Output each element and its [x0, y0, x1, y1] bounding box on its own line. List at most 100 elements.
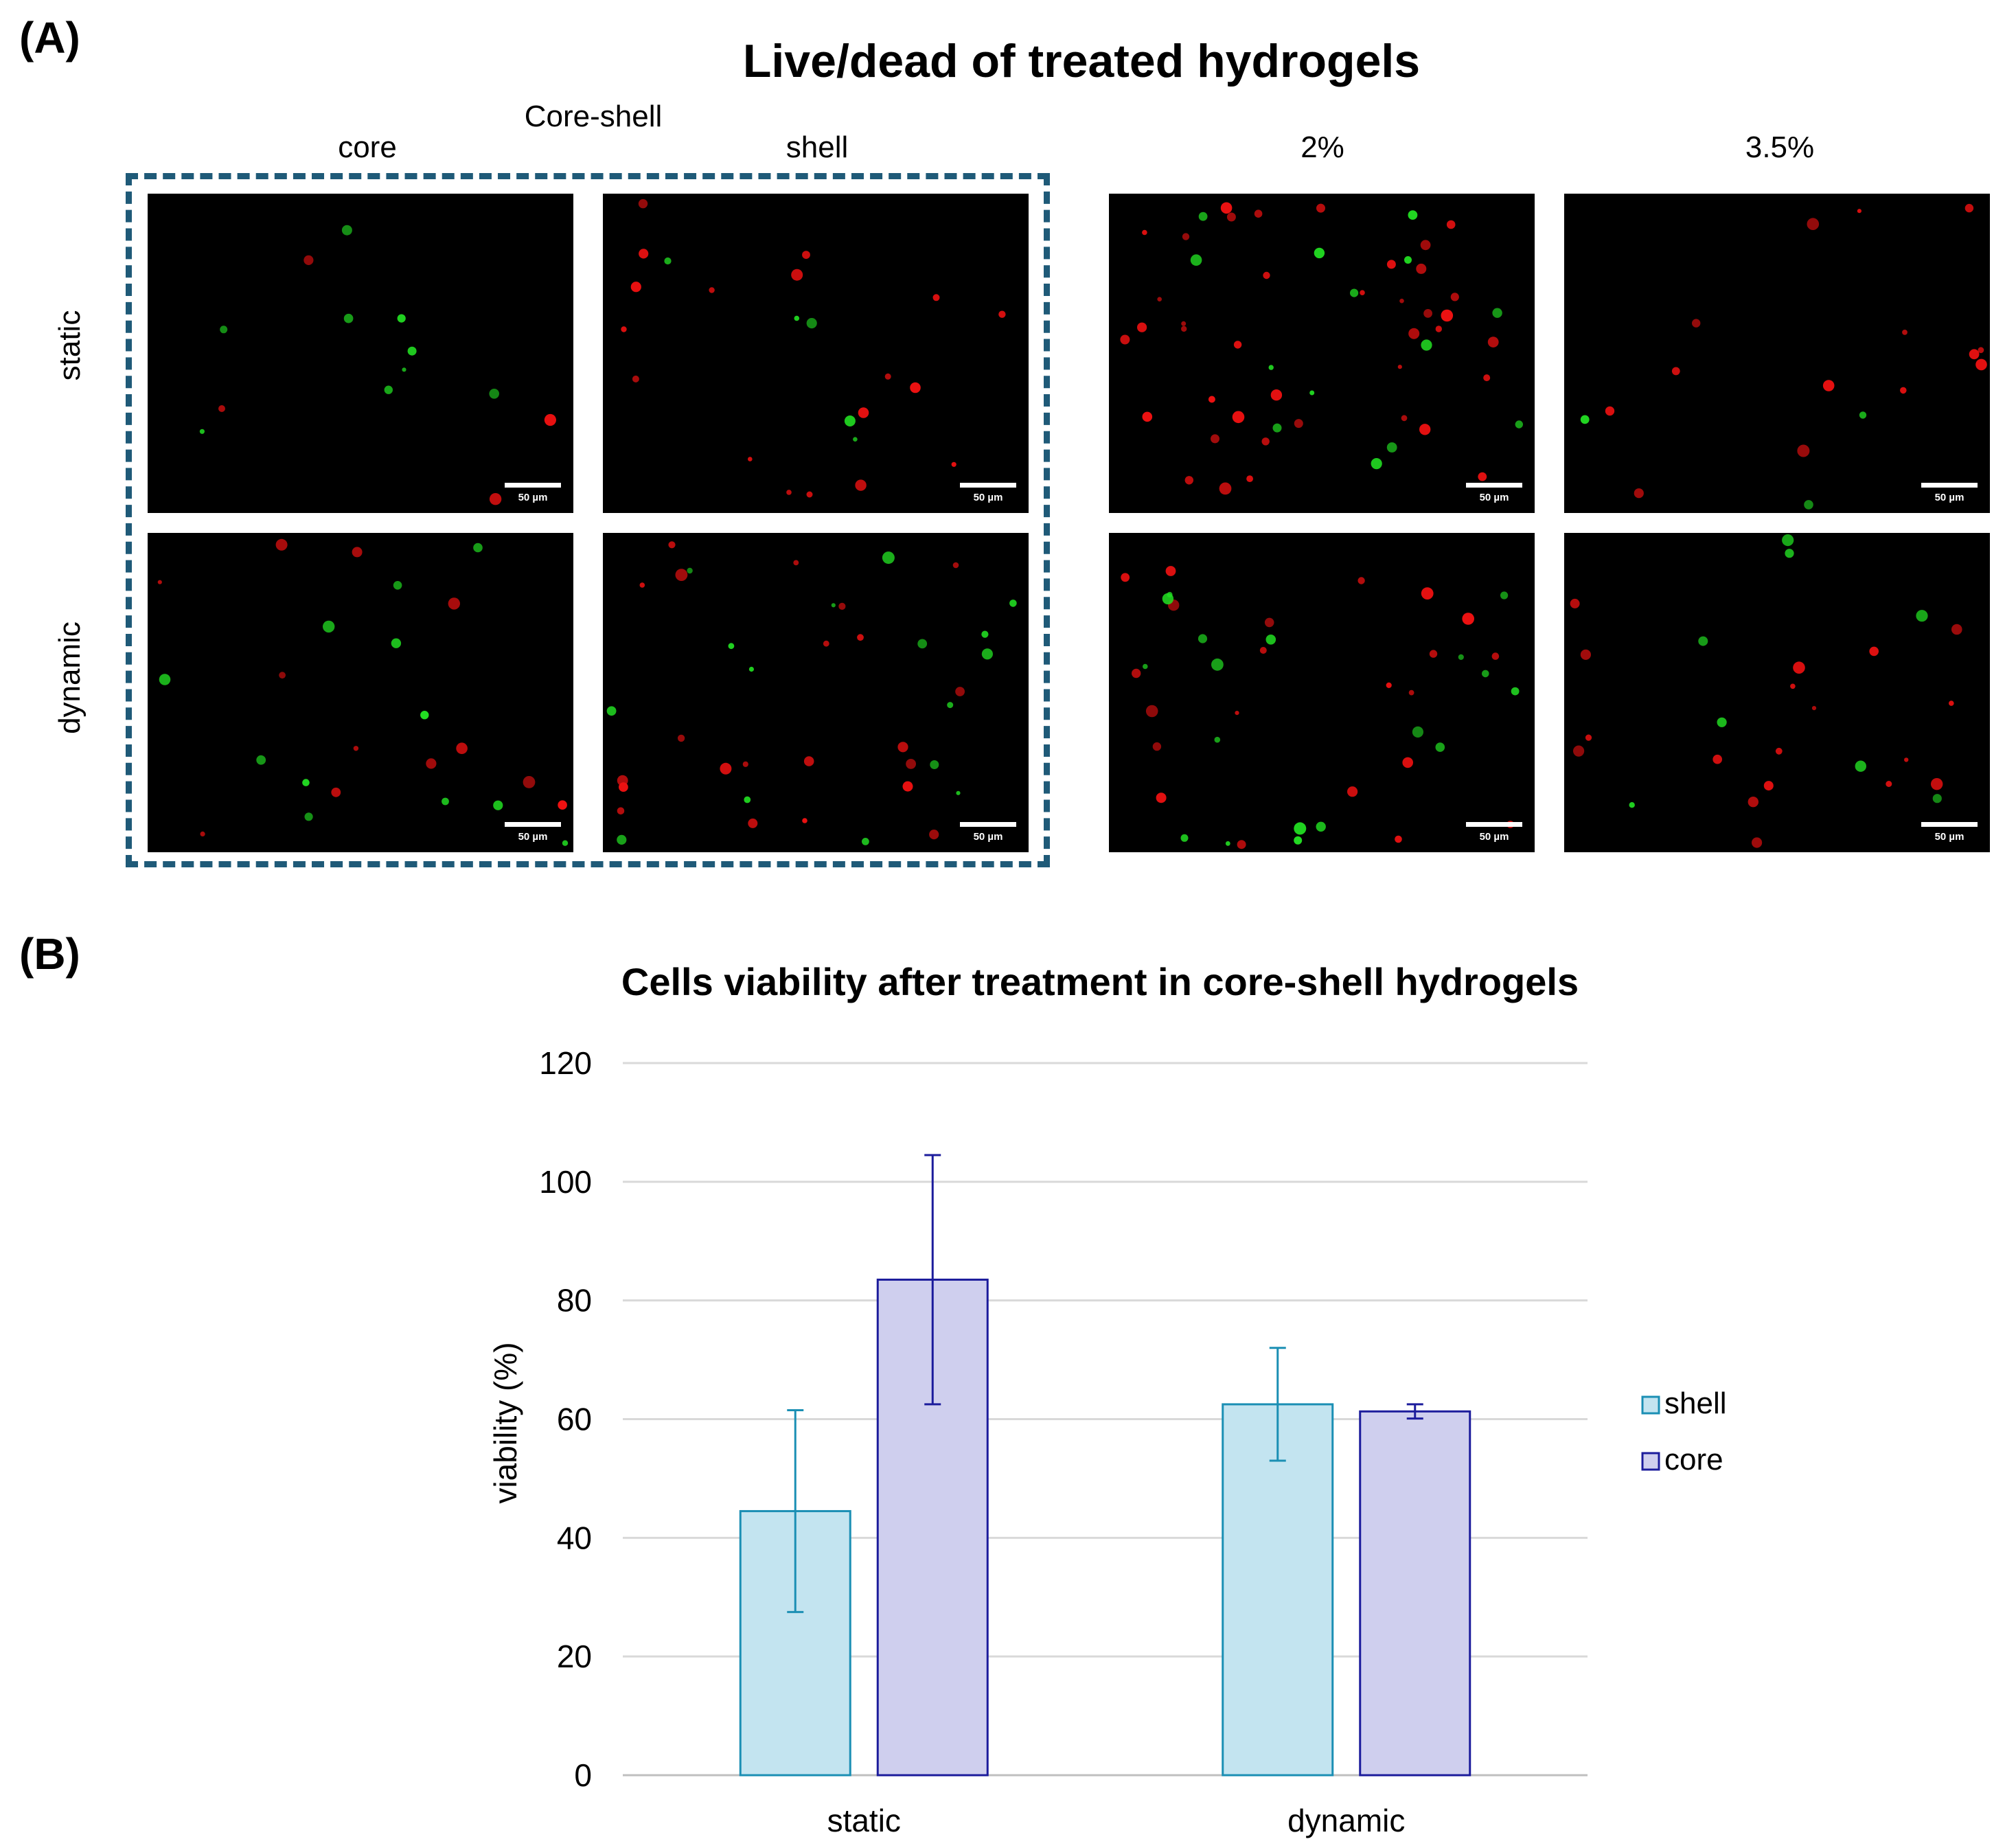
dead-cell [1208, 396, 1215, 403]
legend: shell core [1641, 1387, 1727, 1476]
dead-cell [1904, 757, 1909, 762]
dead-cell [720, 762, 732, 775]
dead-cell [1478, 472, 1487, 481]
live-cell [1408, 210, 1418, 220]
live-cell [1198, 212, 1208, 221]
dead-cell [1692, 319, 1701, 328]
dead-cell [929, 830, 939, 840]
dead-cell [1232, 411, 1245, 424]
x-tick-label: dynamic [1287, 1803, 1405, 1838]
dead-cell [1347, 786, 1358, 797]
live-cell [1482, 670, 1489, 678]
dead-cell [1975, 358, 1987, 371]
live-cell [1421, 339, 1432, 351]
y-tick-label: 60 [557, 1402, 592, 1437]
dead-cell [897, 742, 908, 753]
live-cell [159, 674, 171, 685]
cell-dots [606, 541, 1017, 845]
column-label-2-percent: 2% [1301, 130, 1344, 164]
dead-cell [617, 775, 628, 786]
live-cell [1492, 308, 1502, 318]
dead-cell [1181, 321, 1187, 326]
dead-cell [1386, 682, 1392, 688]
bar-shell-dynamic [1222, 1403, 1334, 1777]
live-cell [473, 543, 483, 553]
dead-cell [1752, 837, 1763, 848]
dead-cell [1416, 263, 1427, 274]
live-cell [1268, 365, 1274, 370]
dead-cell [456, 742, 468, 754]
live-cell [981, 648, 993, 660]
live-cell [1859, 411, 1867, 419]
live-cell [844, 415, 856, 426]
dead-cell [1121, 573, 1130, 582]
scale-bar-line [960, 483, 1016, 488]
y-tick-label: 120 [539, 1045, 592, 1081]
dead-cell [802, 251, 810, 259]
live-cell [1272, 423, 1282, 433]
live-cell [391, 638, 402, 648]
dead-cell [902, 781, 913, 792]
micrograph-2pct-dynamic: 50 µm [1109, 533, 1535, 852]
live-cell [1717, 717, 1727, 727]
micrograph-core-dynamic: 50 µm [148, 533, 573, 852]
dead-cell [1450, 293, 1459, 301]
dead-cell [1573, 745, 1585, 757]
scale-bar-label: 50 µm [973, 831, 1003, 843]
dead-cell [806, 491, 813, 498]
dead-cell [1712, 754, 1722, 764]
dead-cell [838, 602, 846, 610]
dead-cell [1483, 374, 1491, 382]
live-cell [1500, 591, 1509, 600]
live-cell [1314, 247, 1325, 259]
scale-bar-label: 50 µm [1479, 492, 1509, 503]
live-cell [882, 551, 895, 564]
panel-b-label: (B) [19, 929, 80, 979]
live-cell [1932, 794, 1942, 803]
cell-dots [1580, 203, 1987, 510]
live-cell [1294, 836, 1303, 845]
dead-cell [1360, 290, 1365, 295]
dead-cell [1233, 341, 1242, 349]
dead-cell [1408, 328, 1420, 339]
dead-cell [1822, 380, 1835, 391]
live-cell [1785, 549, 1794, 558]
dead-cell [1423, 309, 1432, 318]
dead-cell [857, 634, 864, 641]
column-label-shell: shell [786, 130, 849, 164]
scale-bar-label: 50 µm [518, 831, 548, 843]
live-cell [1309, 390, 1315, 396]
live-cell [442, 797, 449, 806]
live-cell [256, 755, 266, 765]
dead-cell [1793, 661, 1805, 674]
dead-cell [275, 538, 288, 551]
y-tick-label: 80 [557, 1283, 592, 1319]
dead-cell [1254, 209, 1263, 218]
dead-cell [1429, 650, 1438, 658]
dead-cell [802, 818, 807, 823]
live-cell [687, 567, 693, 574]
scale-bar: 50 µm [1921, 822, 1978, 843]
live-cell [1804, 500, 1813, 510]
scale-bar-line [505, 483, 561, 488]
dead-cell [1570, 598, 1580, 608]
live-cell [493, 800, 503, 810]
dead-cell [279, 672, 286, 679]
live-cell [1386, 442, 1397, 453]
dead-cell [1790, 683, 1796, 689]
dead-cell [1811, 706, 1817, 711]
dead-cell [1402, 757, 1413, 768]
scale-bar: 50 µm [960, 483, 1016, 503]
dead-cell [639, 582, 645, 588]
row-label-dynamic: dynamic [53, 621, 87, 734]
live-cell [1350, 288, 1359, 297]
y-tick-label: 0 [574, 1757, 592, 1793]
dead-cell [1270, 389, 1283, 401]
error-bars [787, 1154, 1423, 1613]
x-axis-ticks: static dynamic [827, 1803, 1406, 1838]
live-cell [220, 326, 228, 334]
live-cell [562, 840, 569, 846]
live-cell [1225, 841, 1230, 846]
dead-cell [1237, 840, 1246, 849]
dead-cell [1421, 587, 1434, 600]
